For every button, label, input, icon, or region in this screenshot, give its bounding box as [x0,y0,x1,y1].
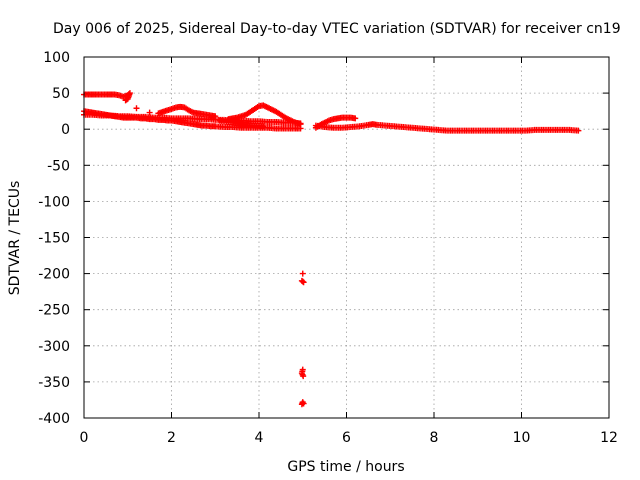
data-point [123,96,130,103]
chart-title: Day 006 of 2025, Sidereal Day-to-day VTE… [53,21,621,37]
x-axis-label: GPS time / hours [287,459,404,475]
y-tick-label: 50 [52,86,70,102]
y-tick-label: -350 [38,375,70,391]
x-tick-label: 2 [167,430,176,446]
data-point [299,270,306,277]
plot-frame [83,56,610,419]
data-series [312,114,582,134]
data-point [188,108,195,115]
data-point [258,123,265,130]
y-tick-label: -400 [38,411,70,427]
x-tick-label: 10 [513,430,531,446]
data-point [254,104,261,111]
x-tick-label: 0 [80,430,89,446]
tick-labels: 0 2 4 6 8 10 12 100 50 0 -50 -100 -150 -200 -250 -300 -3… [38,50,618,446]
data-point [114,92,121,99]
data-series [155,103,219,120]
y-tick-label: -100 [38,194,70,210]
x-tick-label: 6 [342,430,351,446]
y-tick-label: -200 [38,267,70,283]
data-point [299,371,306,378]
data-point [122,97,129,104]
x-tick-label: 12 [600,430,618,446]
data-series [133,105,267,130]
data-point [350,115,357,122]
y-tick-label: 100 [43,50,70,66]
data-point [296,120,303,127]
data-series [225,102,304,128]
data-point [210,112,217,119]
y-tick-label: -50 [47,158,70,174]
data-point [324,118,331,125]
data-points [81,90,582,408]
data-series [81,90,133,104]
data-point [289,118,296,125]
data-point [158,109,165,116]
data-point [232,114,239,121]
y-axis-label: SDTVAR / TECUs [7,181,23,296]
data-series [298,270,307,408]
y-tick-label: -300 [38,339,70,355]
data-point [300,279,307,286]
data-point [146,109,153,116]
data-series [81,111,304,127]
data-point [167,106,174,113]
data-point [162,107,169,114]
data-point [573,127,580,134]
data-point [133,105,140,112]
data-point [237,113,244,120]
data-point [328,116,335,123]
x-tick-label: 4 [255,430,264,446]
x-tick-label: 8 [430,430,439,446]
data-point [180,104,187,111]
grid [84,57,609,418]
y-tick-label: -250 [38,303,70,319]
data-point [171,105,178,112]
y-tick-label: -150 [38,231,70,247]
y-tick-label: 0 [61,122,70,138]
data-point [299,400,306,407]
data-point [299,278,306,285]
